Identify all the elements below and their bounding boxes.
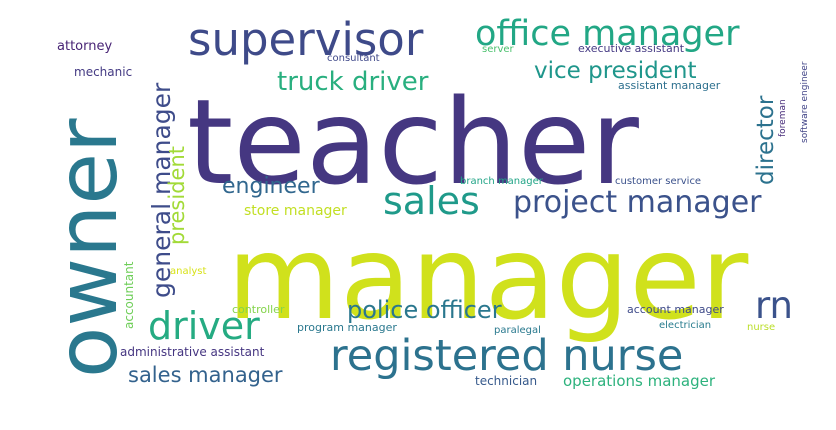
word-branch-manager: branch manager xyxy=(460,176,544,187)
word-registered-nurse: registered nurse xyxy=(330,331,683,381)
word-nurse: nurse xyxy=(747,322,775,333)
word-attorney: attorney xyxy=(57,39,112,54)
word-account-manager: account manager xyxy=(627,303,724,316)
word-supervisor: supervisor xyxy=(188,13,424,66)
word-controller: controller xyxy=(232,303,285,316)
word-operations-manager: operations manager xyxy=(563,372,716,390)
word-manager: manager xyxy=(227,211,749,346)
word-electrician: electrician xyxy=(659,320,711,331)
word-truck-driver: truck driver xyxy=(277,67,429,97)
word-rn: rn xyxy=(755,284,793,327)
word-assistant-manager: assistant manager xyxy=(618,79,721,92)
word-mechanic: mechanic xyxy=(74,65,132,79)
word-sales-manager: sales manager xyxy=(128,363,283,387)
word-foreman: foreman xyxy=(778,99,788,137)
word-general-manager: general manager xyxy=(147,82,176,298)
word-analyst: analyst xyxy=(170,266,207,277)
word-sales: sales xyxy=(383,179,480,223)
word-police-officer: police officer xyxy=(347,296,502,324)
word-program-manager: program manager xyxy=(297,321,397,334)
word-owner: owner xyxy=(38,118,136,378)
word-engineer: engineer xyxy=(222,174,321,199)
word-technician: technician xyxy=(475,374,537,388)
word-project-manager: project manager xyxy=(513,185,762,220)
word-vice-president: vice president xyxy=(534,58,697,84)
word-office-manager: office manager xyxy=(475,14,740,54)
word-executive-assistant: executive assistant xyxy=(578,42,685,55)
word-president: president xyxy=(165,146,189,245)
word-paralegal: paralegal xyxy=(494,325,541,336)
word-accountant: accountant xyxy=(122,261,136,329)
word-store-manager: store manager xyxy=(244,203,347,219)
word-customer-service: customer service xyxy=(615,176,701,187)
word-teacher: teacher xyxy=(187,73,639,211)
word-director: director xyxy=(753,95,779,185)
word-driver: driver xyxy=(148,304,260,348)
word-software-engineer: software engineer xyxy=(800,61,810,143)
word-consultant: consultant xyxy=(327,53,380,64)
word-administrative-assistant: administrative assistant xyxy=(120,345,265,359)
word-server: server xyxy=(482,44,515,55)
